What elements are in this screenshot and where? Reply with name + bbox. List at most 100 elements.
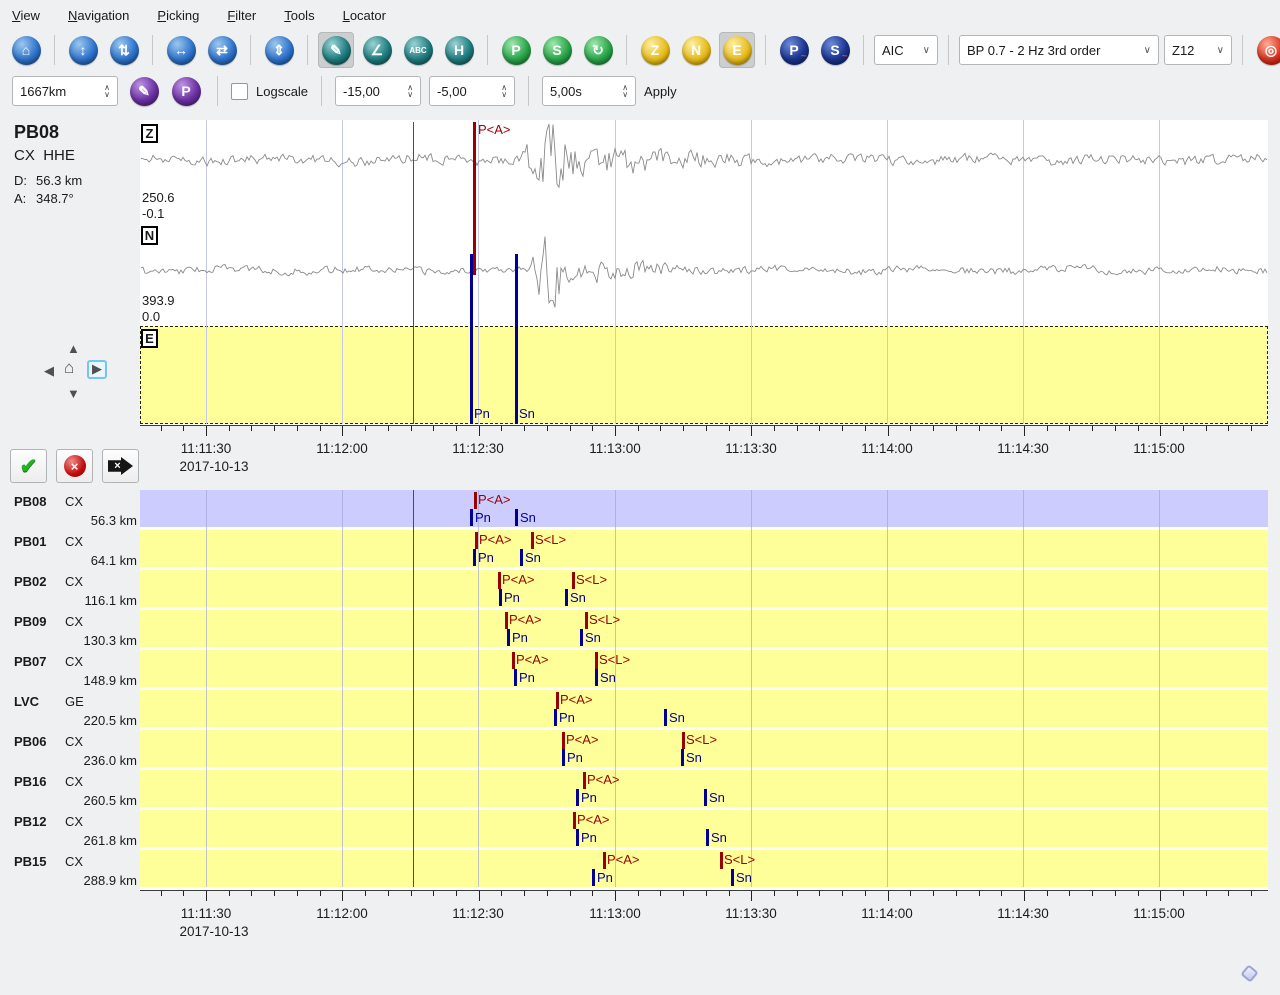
pick-marker-line[interactable] (583, 772, 586, 789)
window-length-spinbox[interactable]: 5,00s ∧ ∨ (542, 76, 637, 106)
angle-tool-icon[interactable]: ∠ (359, 32, 395, 68)
component-z-icon[interactable]: Z (637, 32, 673, 68)
zoom-time-in-icon[interactable]: ↔ (163, 32, 199, 68)
component-n-icon[interactable]: N (678, 32, 714, 68)
theoretical-marker-line[interactable] (470, 509, 473, 526)
theoretical-marker-line[interactable] (576, 789, 579, 806)
scroll-up-icon[interactable]: ▲ (67, 341, 80, 356)
station-row[interactable] (140, 530, 1268, 567)
theoretical-marker-line[interactable] (499, 589, 502, 606)
menu-picking[interactable]: Picking (157, 7, 200, 23)
pick-marker-line[interactable] (585, 612, 588, 629)
zoom-time-out-icon[interactable]: ⇄ (204, 32, 240, 68)
theoretical-marker-line[interactable] (565, 589, 568, 606)
theoretical-marker-line[interactable] (515, 254, 518, 424)
skip-station-button[interactable]: × (102, 449, 139, 483)
channel-e-strip[interactable] (140, 326, 1268, 424)
confirm-picks-button[interactable]: ✔ (10, 449, 47, 483)
theoretical-marker-line[interactable] (562, 749, 565, 766)
distance-range-spinbox[interactable]: 1667km ∧ ∨ (12, 76, 118, 106)
pick-marker-line[interactable] (573, 812, 576, 829)
theoretical-marker-line[interactable] (576, 829, 579, 846)
time-window-icon[interactable]: H (441, 32, 477, 68)
time-start-spinbox[interactable]: -15,00 ∧ ∨ (335, 76, 422, 106)
pick-marker-line[interactable] (512, 652, 515, 669)
edit-pick-icon[interactable]: ✎ (126, 73, 162, 109)
pick-marker-line[interactable] (562, 732, 565, 749)
logscale-checkbox[interactable] (231, 82, 248, 100)
station-row-selected[interactable] (140, 490, 1268, 527)
theoretical-marker-line[interactable] (507, 629, 510, 646)
station-row[interactable] (140, 810, 1268, 847)
filter-select[interactable]: BP 0.7 - 2 Hz 3rd order ∨ (959, 35, 1159, 65)
scroll-down-icon[interactable]: ▼ (67, 386, 80, 401)
spin-steppers-icon[interactable]: ∧ ∨ (104, 83, 110, 99)
theoretical-marker-line[interactable] (706, 829, 709, 846)
theoretical-marker-line[interactable] (514, 669, 517, 686)
theoretical-marker-line[interactable] (470, 254, 473, 424)
pick-marker-line[interactable] (505, 612, 508, 629)
preview-pick-icon[interactable]: P (168, 73, 204, 109)
picker-algorithm-select[interactable]: AIC ∨ (874, 35, 938, 65)
scroll-right-icon[interactable]: ▶ (87, 360, 107, 379)
component-e-icon[interactable]: E (719, 32, 755, 68)
pick-marker-line[interactable] (498, 572, 501, 589)
time-end-spinbox[interactable]: -5,00 ∧ ∨ (429, 76, 516, 106)
rotation-select[interactable]: Z12 ∨ (1164, 35, 1232, 65)
home-icon[interactable]: ⌂ (8, 32, 44, 68)
station-row-labels: PB08 CX 56.3 km PB01 CX 64.1 km PB02 CX 116.1 km… (0, 490, 140, 890)
station-row[interactable] (140, 650, 1268, 687)
spin-steppers-icon[interactable]: ∧ ∨ (622, 83, 629, 99)
pick-marker-line[interactable] (595, 652, 598, 669)
station-row[interactable] (140, 570, 1268, 607)
phase-annotation-icon[interactable]: ABC (400, 32, 436, 68)
pick-marker-line[interactable] (475, 532, 478, 549)
theoretical-marker-line[interactable] (554, 709, 557, 726)
pick-marker-line[interactable] (720, 852, 723, 869)
menu-filter[interactable]: Filter (227, 7, 257, 23)
spin-steppers-icon[interactable]: ∧ ∨ (501, 83, 508, 99)
menu-view[interactable]: View (12, 7, 40, 23)
theoretical-marker-line[interactable] (681, 749, 684, 766)
menu-navigation[interactable]: Navigation (67, 7, 130, 23)
theoretical-marker-line[interactable] (664, 709, 667, 726)
pick-marker-line[interactable] (474, 492, 477, 509)
pick-marker-line[interactable] (682, 732, 685, 749)
zoom-amplitude-in-icon[interactable]: ↕ (65, 32, 101, 68)
station-row[interactable] (140, 690, 1268, 727)
pick-marker-line[interactable] (531, 532, 534, 549)
menu-tools[interactable]: Tools (284, 7, 315, 23)
theoretical-s-icon[interactable]: S ~ (817, 32, 853, 68)
apply-button[interactable]: Apply (644, 83, 677, 99)
nav-home-icon[interactable]: ⌂ (64, 358, 75, 377)
theoretical-marker-line[interactable] (520, 549, 523, 566)
pick-marker-line[interactable] (603, 852, 606, 869)
theoretical-p-icon[interactable]: P ~ (776, 32, 812, 68)
theoretical-marker-line[interactable] (731, 869, 734, 886)
station-row[interactable] (140, 850, 1268, 887)
pick-s-icon[interactable]: S (539, 32, 575, 68)
pick-p-icon[interactable]: P (498, 32, 534, 68)
waveform-panel[interactable]: Z N E 250.6 -0.1 393.9 0.0 P<A> Pn Sn (140, 120, 1268, 425)
theoretical-marker-line[interactable] (515, 509, 518, 526)
pick-marker-line[interactable] (473, 122, 476, 275)
picker-tool-icon[interactable]: ✎ (318, 32, 354, 68)
theoretical-marker-line[interactable] (595, 669, 598, 686)
normalize-amplitude-icon[interactable]: ⇕ (261, 32, 297, 68)
theoretical-marker-line[interactable] (580, 629, 583, 646)
theoretical-marker-line[interactable] (704, 789, 707, 806)
scroll-left-icon[interactable]: ◀ (44, 363, 54, 378)
spin-steppers-icon[interactable]: ∧ ∨ (407, 83, 414, 99)
theoretical-marker-line[interactable] (473, 549, 476, 566)
pick-marker-line[interactable] (556, 692, 559, 709)
repick-icon[interactable]: ↻ (580, 32, 616, 68)
pick-marker-line[interactable] (572, 572, 575, 589)
discard-picks-button[interactable]: × (56, 449, 93, 483)
station-row[interactable] (140, 610, 1268, 647)
zoom-amplitude-out-icon[interactable]: ⇅ (106, 32, 142, 68)
theoretical-marker-line[interactable] (592, 869, 595, 886)
station-row[interactable] (140, 730, 1268, 767)
relocate-icon[interactable]: ◎ (1253, 32, 1280, 68)
menu-locator[interactable]: Locator (342, 7, 386, 23)
resize-grip-icon[interactable] (1240, 964, 1259, 983)
